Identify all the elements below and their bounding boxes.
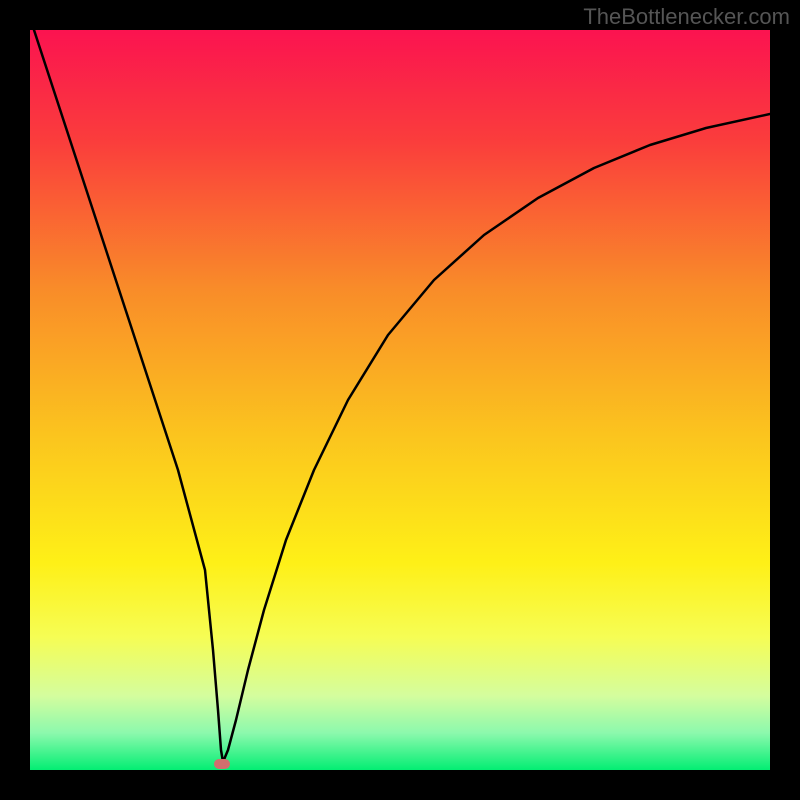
- bottleneck-curve: [30, 30, 770, 770]
- optimal-point-marker: [214, 759, 230, 769]
- chart-container: TheBottlenecker.com: [0, 0, 800, 800]
- watermark-text: TheBottlenecker.com: [583, 4, 790, 30]
- plot-area: [30, 30, 770, 770]
